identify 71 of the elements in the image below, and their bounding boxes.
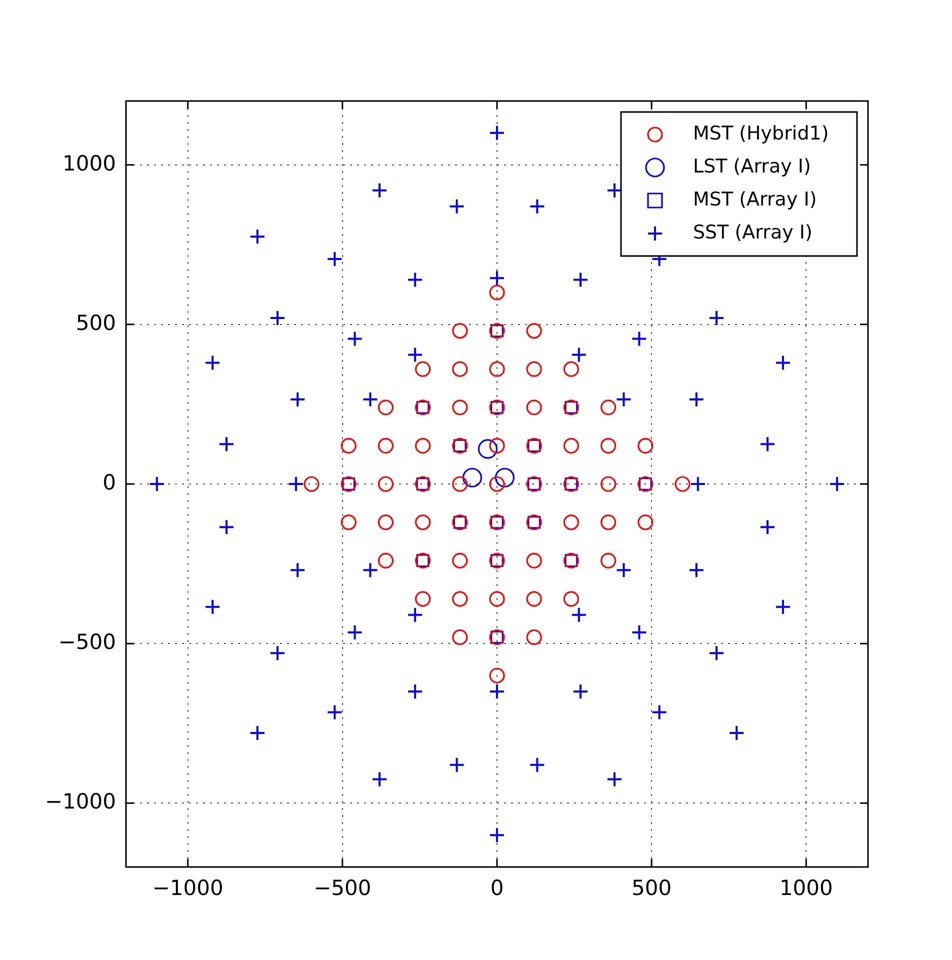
x-tick-label: 1000 [779,876,833,900]
point [407,346,424,363]
x-tick-label: 500 [632,876,672,900]
point [570,606,587,623]
point [489,827,505,844]
legend-label: LST (Array I) [693,155,811,178]
point [688,391,704,408]
point [362,391,378,408]
point [346,624,363,640]
point [572,683,588,700]
point [448,756,465,773]
point [489,270,505,286]
point [631,624,648,640]
x-tick-label: 0 [490,876,504,900]
point [448,198,465,214]
point [249,724,266,741]
point [529,198,546,214]
point [651,704,668,720]
point [218,519,234,536]
point [760,519,776,536]
point [616,391,632,408]
x-tick-label: −1000 [152,876,224,900]
point [288,476,304,492]
legend-label: MST (Hybrid1) [693,122,829,144]
point [728,724,745,741]
point [290,562,306,578]
point [204,598,221,615]
point [529,756,546,773]
x-tick-label: −500 [314,876,372,900]
legend-label: MST (Array I) [693,188,817,210]
y-tick-label: 1000 [62,151,116,176]
point [249,228,266,245]
point [760,436,776,452]
point [218,436,234,452]
point [407,606,424,623]
point [326,704,343,720]
point [489,683,505,700]
legend-label: SST (Array I) [693,221,812,244]
point [372,182,388,198]
y-tick-label: −1000 [44,790,116,814]
point [372,771,388,788]
point [478,439,498,459]
point [606,771,622,788]
point [407,683,424,700]
point [290,391,306,408]
point [606,182,622,198]
point [829,476,846,492]
point [616,562,632,578]
point [494,468,515,488]
point [346,330,363,347]
point [407,272,424,288]
point [269,310,286,326]
point [570,346,587,363]
y-tick-label: −500 [58,630,116,654]
y-tick-label: 500 [76,310,116,335]
point [688,562,704,578]
point [690,476,706,492]
point [708,645,725,662]
point [489,124,505,141]
y-tick-label: 0 [102,470,116,494]
point [708,310,725,326]
point [362,562,378,578]
point [572,272,588,288]
point [269,645,286,662]
point [774,354,791,371]
point [148,476,165,492]
point [631,330,648,347]
point [774,598,791,615]
point [462,468,482,488]
point [204,354,221,371]
point [326,250,343,267]
